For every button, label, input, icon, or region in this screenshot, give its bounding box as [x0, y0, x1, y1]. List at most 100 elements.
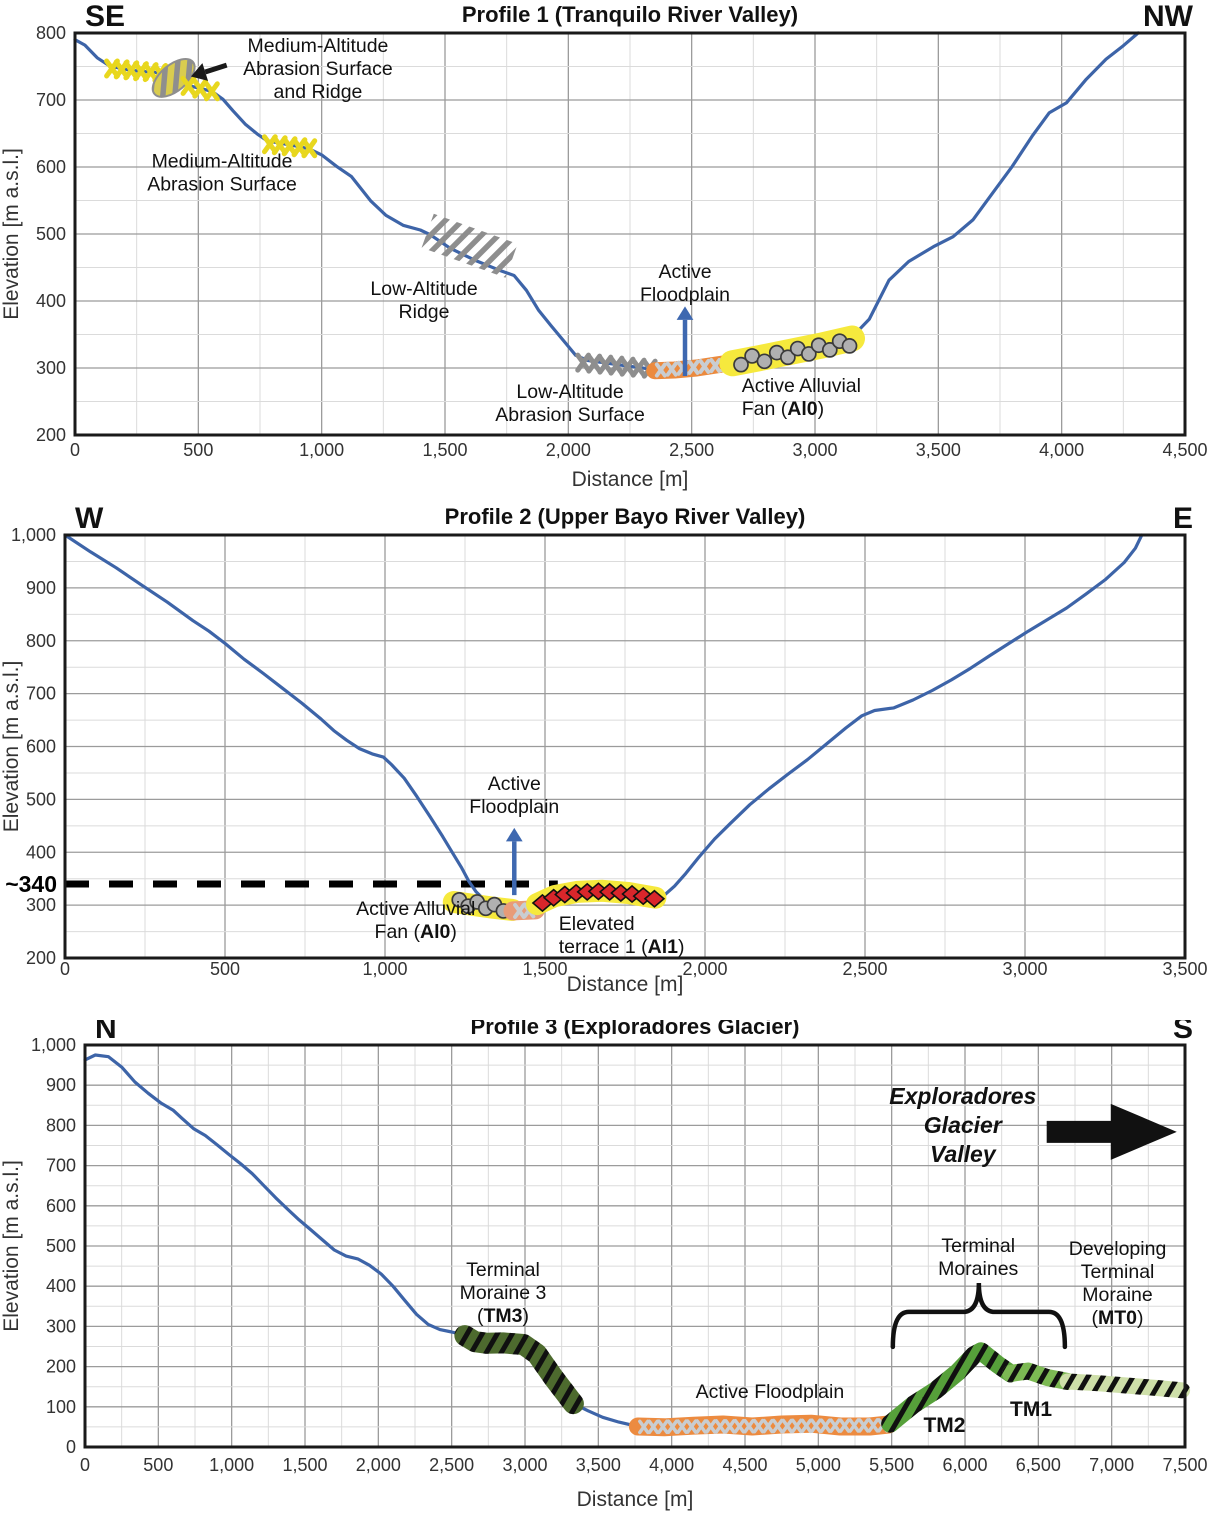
annotation-text: Floodplain	[640, 284, 730, 306]
x-tick-label: 1,000	[209, 1455, 254, 1475]
y-axis-title: Elevation [m a.s.l.]	[0, 661, 23, 833]
refline-label: ~340	[5, 871, 57, 897]
chart-title: Profile 1 (Tranquilo River Valley)	[462, 2, 798, 27]
x-tick-label: 1,000	[362, 959, 407, 979]
x-tick-label: 3,000	[792, 440, 837, 460]
x-tick-label: 0	[60, 959, 70, 979]
y-tick-label: 1,000	[31, 1035, 76, 1055]
annotation-text: Active Alluvial	[356, 898, 475, 920]
y-tick-label: 100	[46, 1397, 76, 1417]
y-tick-label: 600	[46, 1196, 76, 1216]
x-tick-label: 5,000	[796, 1455, 841, 1475]
annotation-text: Abrasion Surface	[495, 404, 645, 426]
x-tick-label: 7,000	[1089, 1455, 1134, 1475]
grid	[74, 32, 1186, 436]
y-tick-label: 500	[26, 789, 56, 809]
x-tick-label: 1,500	[522, 959, 567, 979]
x-tick-label: 3,500	[916, 440, 961, 460]
annotation-text: Ridge	[399, 301, 450, 323]
y-axis-title: Elevation [m a.s.l.]	[0, 1160, 23, 1332]
corner-label-right: E	[1173, 505, 1193, 535]
annotation-text: Fan (Al0)	[375, 921, 457, 943]
x-tick-label: 6,500	[1016, 1455, 1061, 1475]
x-axis-title: Distance [m]	[567, 973, 684, 996]
plot-content	[73, 31, 1140, 380]
y-tick-label: 800	[36, 23, 66, 43]
plot-content	[83, 1053, 1191, 1437]
annotation-text: Moraine 3	[460, 1282, 547, 1304]
annotation-text: Active Alluvial	[742, 375, 861, 397]
y-tick-label: 500	[46, 1236, 76, 1256]
y-tick-label: 500	[36, 224, 66, 244]
y-tick-label: 0	[66, 1437, 76, 1457]
x-axis-title: Distance [m]	[577, 1488, 694, 1511]
x-tick-label: 1,000	[299, 440, 344, 460]
y-tick-label: 400	[36, 291, 66, 311]
axes: 0 500 1,000 1,500 2,000 2,500 3,000 3,500 4,000 4…	[0, 1020, 1208, 1511]
annotation-text: Terminal	[941, 1235, 1015, 1257]
y-tick-label: 900	[26, 578, 56, 598]
x-tick-label: 3,000	[1002, 959, 1047, 979]
x-axis-title: Distance [m]	[572, 468, 689, 491]
annotation-text: Developing	[1069, 1238, 1167, 1260]
x-tick-label: 4,500	[722, 1455, 767, 1475]
annotation-text: TM2	[923, 1414, 965, 1437]
elevation-profile-line	[73, 31, 1140, 371]
axes: 0 500 1,000 1,500 2,000 2,500 3,000 3,500 200 300…	[0, 505, 1208, 996]
elevation-profile-line	[63, 533, 1144, 913]
axes: 0 500 1,000 1,500 2,000 2,500 3,000 3,500 4,000 4…	[0, 0, 1208, 491]
annotation-text: (TM3)	[477, 1305, 529, 1327]
x-tick-label: 2,500	[842, 959, 887, 979]
brace	[890, 1282, 1068, 1350]
x-tick-label: 0	[80, 1455, 90, 1475]
x-tick-label: 3,000	[502, 1455, 547, 1475]
annotation-text: Fan (Al0)	[742, 398, 824, 420]
plot-border	[73, 31, 1187, 437]
x-tick-label: 4,000	[1039, 440, 1084, 460]
x-tick-label: 2,000	[546, 440, 591, 460]
x-tick-label: 3,500	[576, 1455, 621, 1475]
circle-marker	[780, 349, 796, 366]
corner-label-right: S	[1173, 1020, 1193, 1045]
y-tick-label: 800	[46, 1115, 76, 1135]
y-tick-label: 700	[36, 90, 66, 110]
annotation-text: Valley	[930, 1141, 997, 1167]
direction-fat-arrow	[1046, 1103, 1177, 1160]
y-tick-label: 600	[26, 737, 56, 757]
x-tick-label: 4,500	[1162, 440, 1207, 460]
diamond-marker	[643, 889, 666, 908]
annotation-text: Abrasion Surface	[147, 174, 297, 196]
corner-label-left: W	[75, 505, 104, 535]
annotation-text: Terminal	[466, 1259, 540, 1281]
annotation-text: terrace 1 (Al1)	[559, 936, 685, 958]
y-tick-label: 900	[46, 1075, 76, 1095]
annotation-text: and Ridge	[274, 81, 363, 103]
plot-content: ~340	[5, 533, 1144, 921]
annotation-arrow	[204, 62, 228, 75]
grid	[64, 534, 1186, 959]
y-tick-label: 700	[26, 684, 56, 704]
x-tick-label: 1,500	[422, 440, 467, 460]
annotation-text: Floodplain	[469, 796, 559, 818]
y-tick-label: 200	[36, 425, 66, 445]
annotation-text: Moraine	[1082, 1284, 1152, 1306]
x-tick-label: 500	[210, 959, 240, 979]
corner-label-right: NW	[1143, 0, 1194, 33]
x-tick-label: 0	[70, 440, 80, 460]
y-tick-label: 700	[46, 1156, 76, 1176]
circle-marker	[733, 356, 749, 373]
x-tick-label: 3,500	[1162, 959, 1207, 979]
annotation-text: Low-Altitude	[516, 381, 623, 403]
x-tick-label: 5,500	[869, 1455, 914, 1475]
x-tick-label: 1,500	[282, 1455, 327, 1475]
annotation-text: Exploradores	[889, 1083, 1036, 1109]
circle-marker	[800, 346, 817, 362]
plot-border	[83, 1043, 1187, 1449]
annotation-text: Abrasion Surface	[243, 58, 393, 80]
